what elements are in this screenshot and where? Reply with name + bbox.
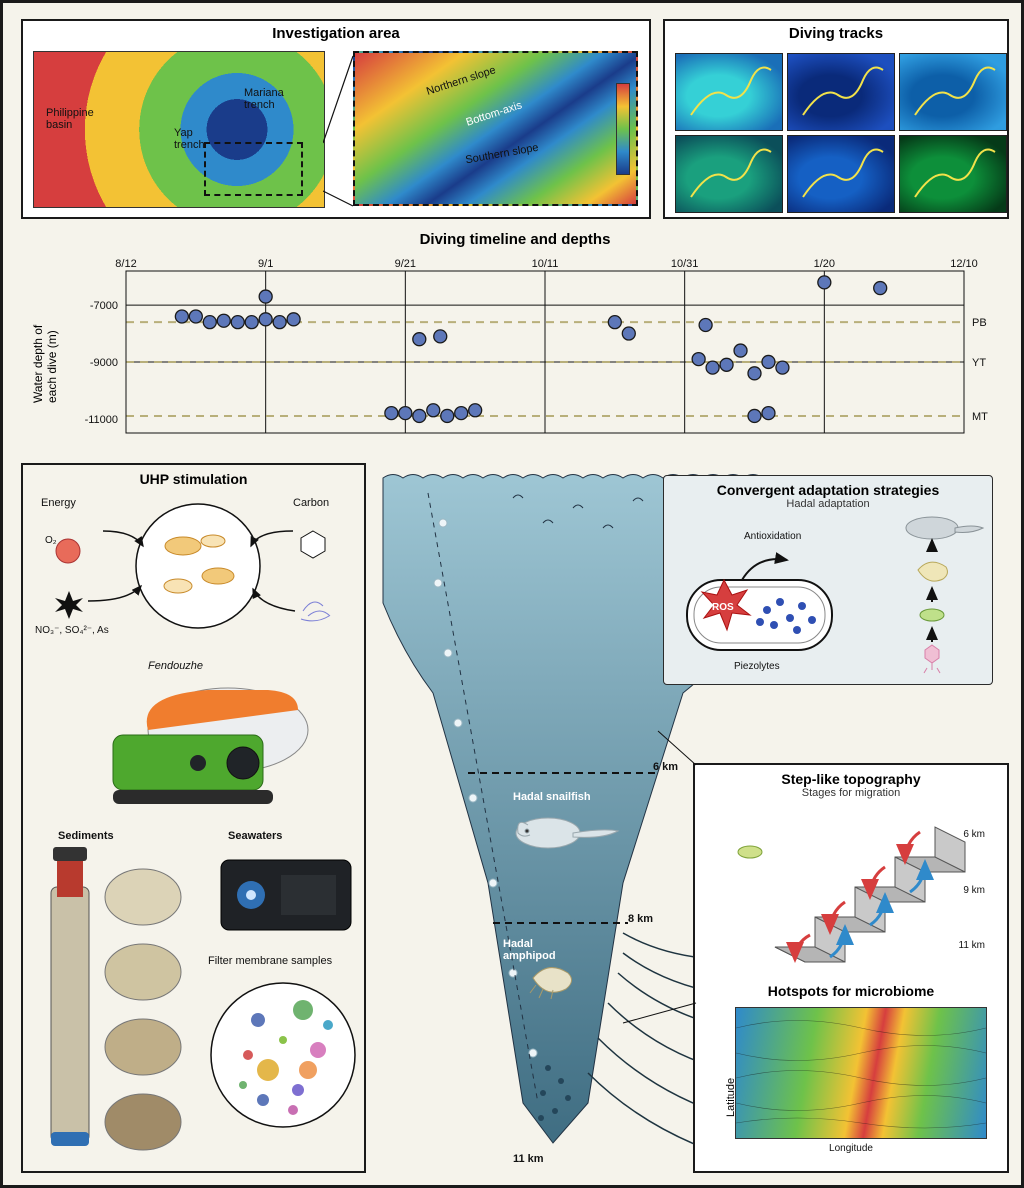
filter-membrane-icon bbox=[208, 970, 358, 1140]
timeline-ylabel: Water depth of each dive (m) bbox=[31, 325, 59, 403]
track-thumb bbox=[675, 53, 783, 131]
svg-text:-7000: -7000 bbox=[90, 300, 118, 312]
trench-11km: 11 km bbox=[513, 1153, 544, 1165]
adapt-sub: Hadal adaptation bbox=[672, 498, 984, 510]
uhp-energy: Energy bbox=[41, 497, 76, 509]
investigation-title: Investigation area bbox=[23, 21, 649, 44]
label-snailfish: Hadal snailfish bbox=[513, 791, 591, 803]
track-thumb bbox=[675, 135, 783, 213]
adapt-title: Convergent adaptation strategies bbox=[672, 482, 984, 498]
steps-connector bbox=[618, 703, 708, 1033]
steps-11km: 11 km bbox=[959, 940, 986, 951]
label-philippine: Philippine basin bbox=[46, 107, 94, 131]
map-zoom-box bbox=[204, 142, 303, 196]
track-thumb bbox=[787, 53, 895, 131]
svg-text:1/20: 1/20 bbox=[814, 258, 835, 270]
svg-text:-11000: -11000 bbox=[85, 414, 118, 426]
ros-text: ROS bbox=[712, 602, 734, 613]
label-bottom-axis: Bottom-axis bbox=[465, 99, 524, 128]
vehicle-icon bbox=[78, 675, 318, 815]
steps-title: Step-like topography bbox=[695, 771, 1007, 787]
investigation-panel: Investigation area Philippine basin Yap … bbox=[21, 19, 651, 219]
svg-text:10/31: 10/31 bbox=[671, 258, 699, 270]
track-thumb bbox=[899, 135, 1007, 213]
figure-root: Investigation area Philippine basin Yap … bbox=[0, 0, 1024, 1188]
map-detail: Northern slope Bottom-axis Southern slop… bbox=[353, 51, 638, 206]
label-sediments: Sediments bbox=[58, 830, 114, 842]
label-mariana: Mariana trench bbox=[244, 87, 284, 111]
seawater-sampler-icon bbox=[211, 850, 361, 945]
steps-9km: 9 km bbox=[963, 885, 985, 896]
timeline-title: Diving timeline and depths bbox=[3, 231, 1024, 248]
hotspot-title: Hotspots for microbiome bbox=[695, 983, 1007, 999]
tracks-title: Diving tracks bbox=[665, 21, 1007, 44]
label-south-slope: Southern slope bbox=[465, 142, 540, 167]
svg-text:12/10: 12/10 bbox=[950, 258, 978, 270]
adapt-antiox: Antioxidation bbox=[744, 531, 801, 542]
uhp-chem: NO₃⁻, SO₄²⁻, As bbox=[35, 625, 109, 636]
label-filter: Filter membrane samples bbox=[208, 955, 332, 967]
steps-diagram bbox=[715, 807, 991, 977]
map-overview: Philippine basin Yap trench Mariana tren… bbox=[33, 51, 325, 208]
hotspot-xlab: Longitude bbox=[695, 1143, 1007, 1154]
label-yap: Yap trench bbox=[174, 127, 205, 151]
svg-text:8/12: 8/12 bbox=[115, 258, 136, 270]
uhp-title: UHP stimulation bbox=[23, 471, 364, 487]
map-colorbar bbox=[616, 83, 630, 175]
hotspot-map bbox=[735, 1007, 987, 1139]
uhp-carbon: Carbon bbox=[293, 497, 329, 509]
svg-text:PB: PB bbox=[972, 317, 987, 329]
track-thumb bbox=[787, 135, 895, 213]
timeline-chart: 8/12 9/1 9/21 10/11 10/31 1/20 12/10 -7000 -9000… bbox=[71, 253, 1009, 443]
svg-text:-9000: -9000 bbox=[90, 357, 118, 369]
svg-text:9/1: 9/1 bbox=[258, 258, 273, 270]
adapt-piezo: Piezolytes bbox=[734, 661, 780, 672]
timeline-ylabel-text: Water depth of each dive (m) bbox=[31, 325, 59, 403]
svg-text:10/11: 10/11 bbox=[532, 258, 559, 270]
steps-sub: Stages for migration bbox=[695, 787, 1007, 799]
steps-6km: 6 km bbox=[963, 829, 985, 840]
label-amphipod: Hadal amphipod bbox=[503, 938, 556, 962]
svg-text:9/21: 9/21 bbox=[395, 258, 416, 270]
adapt-diagram: ROS bbox=[672, 510, 986, 675]
svg-text:MT: MT bbox=[972, 411, 988, 423]
sediments-icon bbox=[33, 847, 213, 1167]
adaptation-panel: Convergent adaptation strategies Hadal a… bbox=[663, 475, 993, 685]
equipment-panel: UHP stimulation bbox=[21, 463, 366, 1173]
uhp-o2: O₂ bbox=[45, 535, 57, 546]
tracks-panel: Diving tracks bbox=[663, 19, 1009, 219]
hotspot-ylab: Latitude bbox=[725, 1078, 737, 1117]
track-thumb bbox=[899, 53, 1007, 131]
label-seawaters: Seawaters bbox=[228, 830, 282, 842]
label-north-slope: Northern slope bbox=[425, 64, 497, 98]
steps-panel: Step-like topography Stages for migratio… bbox=[693, 763, 1009, 1173]
svg-text:YT: YT bbox=[972, 357, 986, 369]
vehicle-name: Fendouzhe bbox=[148, 660, 203, 672]
